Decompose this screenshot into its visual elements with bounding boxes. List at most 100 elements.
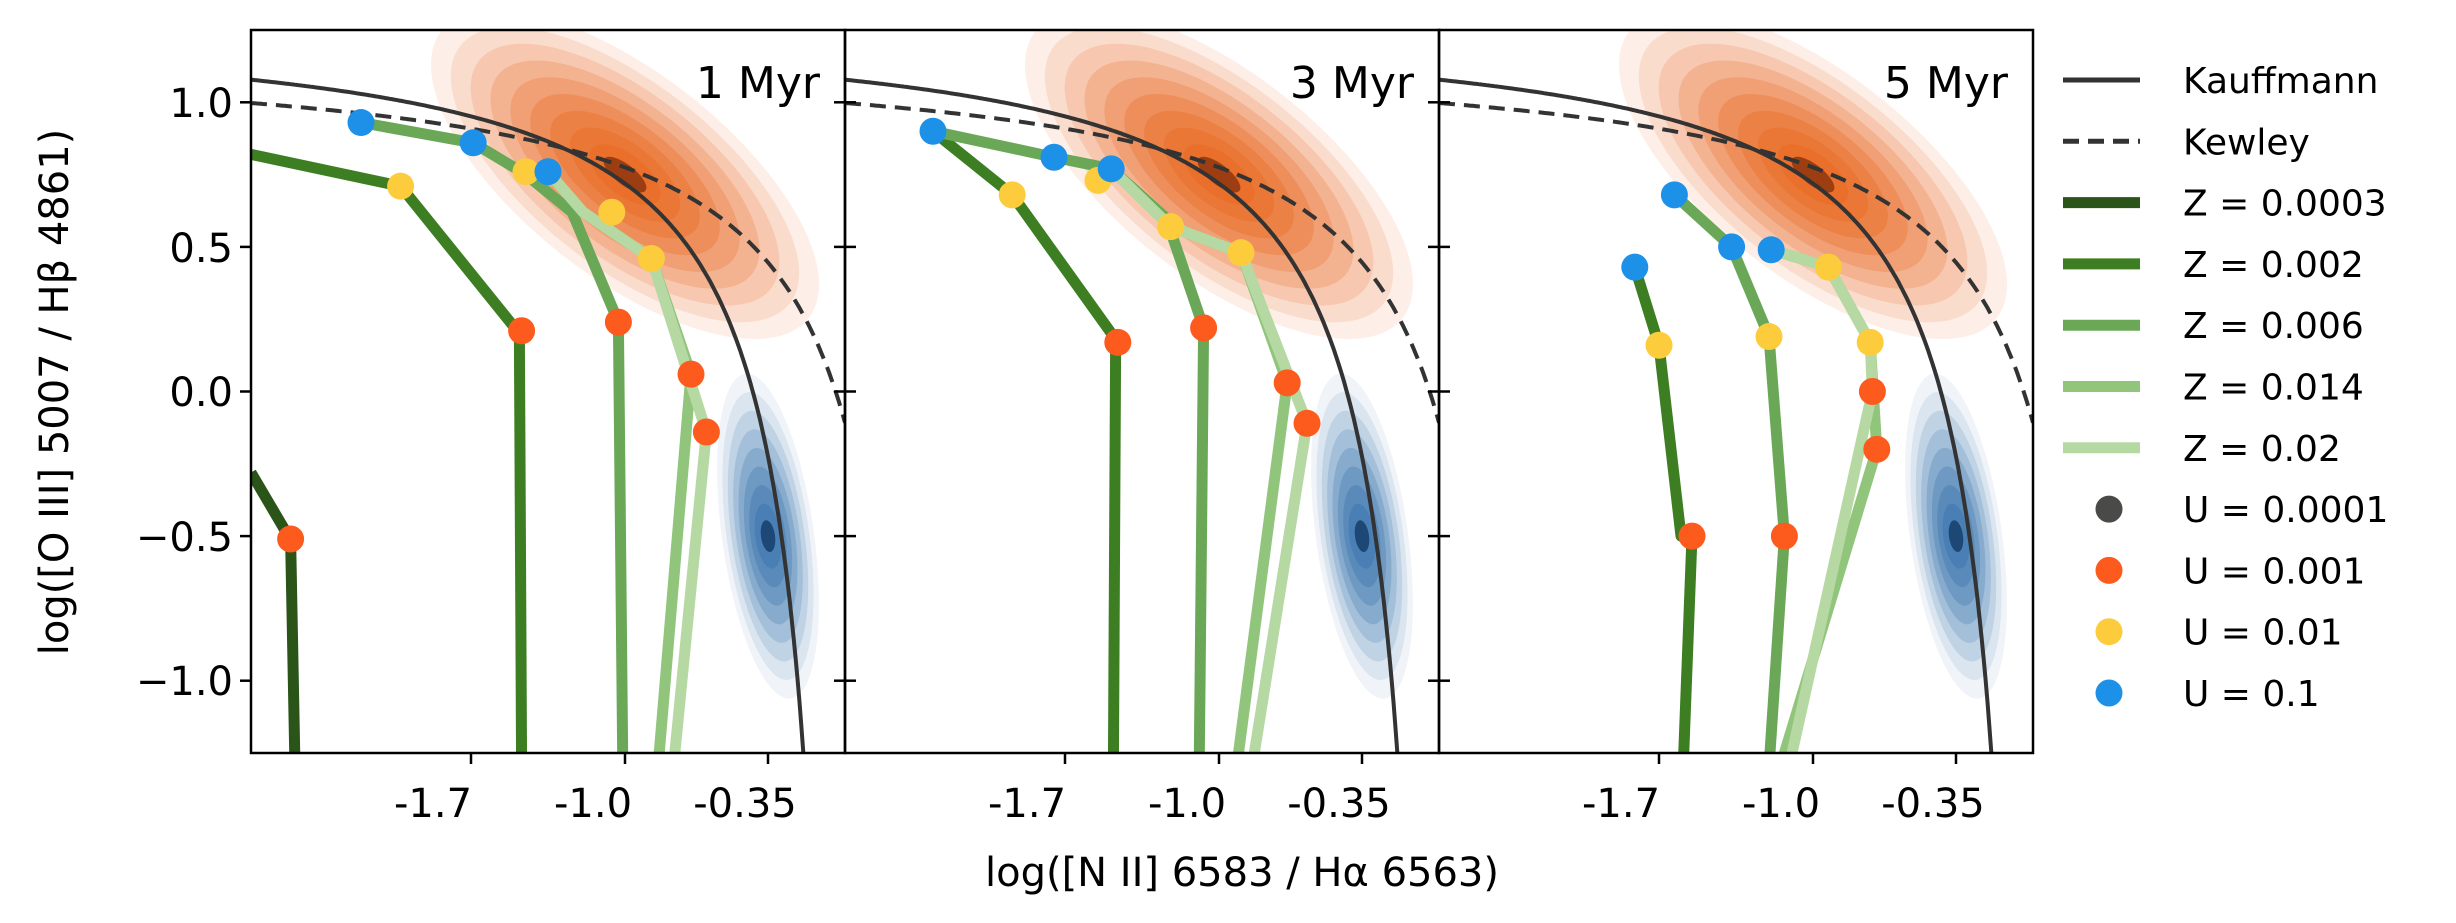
ionization-marker (459, 129, 487, 157)
y-tick-label: −1.0 (136, 659, 233, 705)
density-core (1791, 156, 1835, 193)
ionization-marker (1097, 155, 1125, 183)
ionization-marker (1645, 331, 1673, 359)
ionization-marker (508, 317, 536, 345)
legend-marker-swatch (2095, 679, 2123, 707)
kewley-line (251, 101, 845, 424)
legend-label: U = 0.01 (2183, 613, 2343, 654)
track-line (360, 117, 629, 753)
legend-label: Z = 0.0003 (2183, 184, 2387, 225)
sf-density-contour (1618, 30, 2008, 340)
x-tick-label: -1.7 (394, 781, 472, 827)
legend-label: Kauffmann (2183, 61, 2378, 102)
kauffmann-line (1439, 77, 1994, 753)
density-core (1354, 520, 1370, 552)
legend: Kauffmann Kewley Z = 0.0003 Z = 0.002 Z = 0.… (2063, 61, 2388, 715)
sf-density-contour (430, 30, 820, 340)
legend-label: Z = 0.006 (2183, 306, 2364, 347)
legend-label: U = 0.0001 (2183, 490, 2388, 531)
y-axis-label: log([O III] 5007 / Hβ 4861) (32, 129, 78, 656)
ionization-marker (598, 198, 626, 226)
tick-marks (240, 101, 770, 764)
x-axis-label: log([N II] 6583 / Hα 6563) (985, 850, 1499, 896)
ionization-marker (1227, 239, 1255, 267)
x-tick-label: -0.35 (1287, 781, 1391, 827)
agn-density-contour (1905, 373, 2007, 699)
x-tick-label: -1.7 (1582, 781, 1660, 827)
ionization-marker (1678, 522, 1706, 550)
x-tick-label: -0.35 (693, 781, 797, 827)
panel-title: 1 Myr (696, 58, 821, 109)
legend-marker-swatch (2095, 495, 2123, 523)
y-axis-ticks: 1.0 0.5 0.0 −0.5 −1.0 (136, 81, 233, 705)
legend-label: Z = 0.014 (2183, 368, 2364, 409)
kewley-line (1439, 101, 2033, 424)
density-core (1948, 520, 1964, 552)
track-line (929, 126, 1124, 753)
ionization-marker (534, 158, 562, 186)
ionization-marker (637, 244, 665, 272)
ionization-marker (1755, 323, 1783, 351)
ionization-marker (1770, 522, 1798, 550)
x-tick-label: -1.0 (554, 781, 632, 827)
panel-1myr: 1 Myr (240, 28, 847, 764)
ionization-marker (1157, 213, 1185, 241)
legend-label: Z = 0.02 (2183, 429, 2341, 470)
ionization-marker (347, 109, 375, 137)
ionization-marker (1858, 378, 1886, 405)
x-axis-ticks-panel-1: -1.7 -1.0 -0.35 (394, 781, 797, 827)
ionization-marker (1190, 314, 1218, 342)
legend-marker-swatch (2095, 618, 2123, 646)
x-axis-ticks-panel-3: -1.7 -1.0 -0.35 (1582, 781, 1985, 827)
ionization-marker (692, 418, 720, 446)
sf-density-contour (1024, 30, 1414, 340)
panel-title: 3 Myr (1290, 58, 1415, 109)
ionization-marker (1104, 328, 1132, 356)
ionization-marker (1040, 143, 1068, 171)
x-tick-label: -1.7 (988, 781, 1066, 827)
ionization-marker (1856, 328, 1884, 356)
x-axis-ticks-panel-2: -1.7 -1.0 -0.35 (988, 781, 1391, 827)
density-core (760, 520, 776, 552)
density-core (1197, 156, 1241, 193)
y-tick-label: 0.5 (169, 226, 233, 272)
y-tick-label: 0.0 (169, 370, 233, 416)
ionization-marker (512, 158, 540, 186)
panel-title: 5 Myr (1884, 58, 2009, 109)
ionization-marker (387, 172, 415, 200)
legend-label: U = 0.001 (2183, 551, 2365, 592)
kauffmann-line (845, 77, 1400, 753)
track-line (251, 469, 301, 753)
legend-label: Z = 0.002 (2183, 245, 2364, 286)
legend-label: Kewley (2183, 122, 2310, 163)
ionization-marker (604, 308, 632, 336)
ionization-marker (677, 360, 705, 388)
agn-density-contour (717, 373, 819, 699)
tick-marks (834, 101, 1364, 764)
panel-3myr: 3 Myr (834, 28, 1441, 764)
ionization-marker (1621, 253, 1649, 281)
x-tick-label: -0.35 (1881, 781, 1985, 827)
y-tick-label: 1.0 (169, 81, 233, 127)
ionization-marker (277, 525, 305, 553)
panel-5myr: 5 Myr (1428, 28, 2035, 764)
ionization-marker (1293, 409, 1321, 437)
ionization-marker (998, 181, 1026, 209)
legend-label: U = 0.1 (2183, 674, 2320, 715)
ionization-marker (1660, 181, 1688, 209)
y-tick-label: −0.5 (136, 515, 233, 561)
ionization-marker (1718, 233, 1746, 261)
x-tick-label: -1.0 (1148, 781, 1226, 827)
tick-marks (1428, 101, 1958, 764)
x-tick-label: -1.0 (1742, 781, 1820, 827)
ionization-marker (1273, 369, 1301, 397)
kewley-line (845, 101, 1439, 424)
density-core (603, 156, 647, 193)
ionization-marker (1757, 236, 1785, 264)
ionization-marker (919, 117, 947, 145)
ionization-marker (1863, 435, 1891, 463)
kauffmann-line (251, 77, 806, 753)
ionization-marker (1814, 253, 1842, 281)
legend-marker-swatch (2095, 556, 2123, 584)
